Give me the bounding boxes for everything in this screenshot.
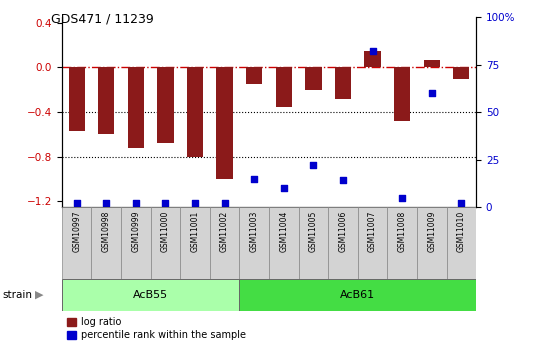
Text: GSM10999: GSM10999 — [131, 210, 140, 252]
Bar — [447, 207, 476, 279]
Text: GSM11010: GSM11010 — [457, 210, 466, 252]
Text: GSM11002: GSM11002 — [220, 210, 229, 252]
Point — [250, 176, 258, 181]
Bar — [417, 207, 447, 279]
Point — [368, 49, 377, 54]
Text: AcB55: AcB55 — [133, 290, 168, 300]
Legend: log ratio, percentile rank within the sample: log ratio, percentile rank within the sa… — [67, 317, 246, 340]
Point — [339, 178, 348, 183]
Bar — [157, 68, 174, 144]
Bar — [275, 68, 292, 107]
Bar — [423, 60, 440, 68]
Point — [279, 185, 288, 191]
Text: AcB61: AcB61 — [340, 290, 376, 300]
Point — [427, 90, 436, 96]
Text: GSM11004: GSM11004 — [279, 210, 288, 252]
Bar — [239, 279, 476, 311]
Bar — [91, 207, 121, 279]
Bar — [453, 68, 470, 79]
Point — [131, 200, 140, 206]
Point — [309, 162, 317, 168]
Text: GSM11009: GSM11009 — [427, 210, 436, 252]
Text: GSM11008: GSM11008 — [398, 210, 407, 252]
Bar — [121, 207, 151, 279]
Text: strain: strain — [3, 290, 33, 300]
Bar — [151, 207, 180, 279]
Bar — [394, 68, 410, 121]
Bar — [364, 51, 381, 68]
Bar — [335, 68, 351, 99]
Point — [398, 195, 406, 200]
Bar — [328, 207, 358, 279]
Point — [161, 200, 170, 206]
Text: GSM11003: GSM11003 — [250, 210, 259, 252]
Point — [190, 200, 199, 206]
Text: GSM11001: GSM11001 — [190, 210, 200, 252]
Bar — [246, 68, 263, 84]
Bar — [387, 207, 417, 279]
Text: GSM10998: GSM10998 — [102, 210, 111, 252]
Text: GSM11007: GSM11007 — [368, 210, 377, 252]
Bar — [305, 68, 322, 90]
Bar — [62, 279, 239, 311]
Point — [72, 200, 81, 206]
Text: GSM11006: GSM11006 — [338, 210, 348, 252]
Point — [102, 200, 111, 206]
Bar — [62, 207, 91, 279]
Bar — [98, 68, 115, 135]
Text: GDS471 / 11239: GDS471 / 11239 — [51, 12, 154, 25]
Text: ▶: ▶ — [35, 290, 44, 300]
Bar — [210, 207, 239, 279]
Point — [220, 200, 229, 206]
Bar — [68, 68, 85, 131]
Text: GSM11000: GSM11000 — [161, 210, 170, 252]
Bar — [239, 207, 269, 279]
Bar — [128, 68, 144, 148]
Bar — [269, 207, 299, 279]
Point — [457, 200, 465, 206]
Bar — [187, 68, 203, 157]
Bar — [216, 68, 233, 179]
Bar — [180, 207, 210, 279]
Bar — [358, 207, 387, 279]
Bar — [299, 207, 328, 279]
Text: GSM11005: GSM11005 — [309, 210, 318, 252]
Text: GSM10997: GSM10997 — [72, 210, 81, 252]
